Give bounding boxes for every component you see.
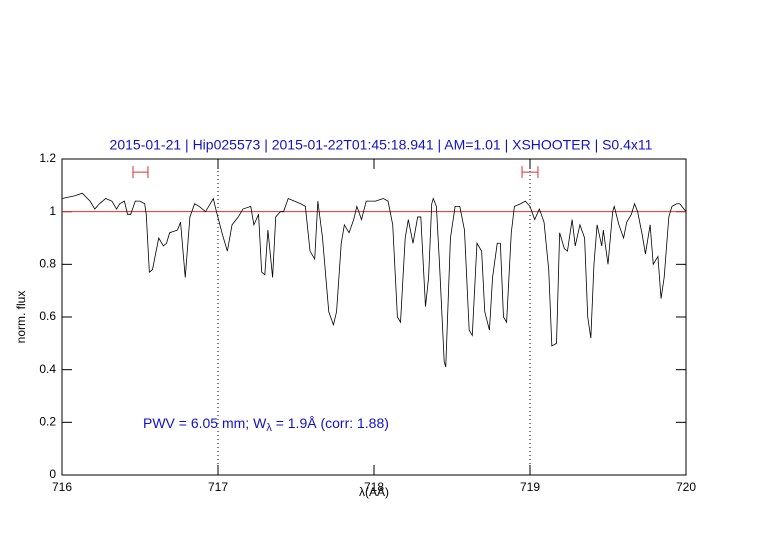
y-tick-label: 0.6 <box>39 309 56 323</box>
range-marker <box>132 166 149 179</box>
x-tick-label: 716 <box>52 480 72 494</box>
annotation: PWV = 6.05 mm; Wλ = 1.9Å (corr: 1.88) <box>143 415 389 434</box>
x-axis-label: λ(AA) <box>359 485 389 499</box>
y-tick-label: 0.4 <box>39 362 56 376</box>
y-axis-label: norm. flux <box>14 291 28 344</box>
chart-title: 2015-01-21 | Hip025573 | 2015-01-22T01:4… <box>110 137 653 153</box>
x-tick-label: 719 <box>520 480 540 494</box>
y-tick-label: 1.2 <box>39 151 56 165</box>
x-tick-label: 720 <box>676 480 696 494</box>
y-tick-label: 0.8 <box>39 257 56 271</box>
y-tick-label: 0 <box>49 467 56 481</box>
annotation-text: PWV = 6.05 mm; W <box>143 415 267 431</box>
y-tick-label: 0.2 <box>39 415 56 429</box>
spectrum-line <box>61 192 687 368</box>
x-tick-label: 717 <box>208 480 228 494</box>
annotation-text: = 1.9Å (corr: 1.88) <box>272 415 389 431</box>
y-tick-label: 1 <box>49 204 56 218</box>
annotation-subscript: λ <box>266 422 272 434</box>
x-tick-label: 718 <box>364 480 384 494</box>
range-marker <box>521 166 539 179</box>
